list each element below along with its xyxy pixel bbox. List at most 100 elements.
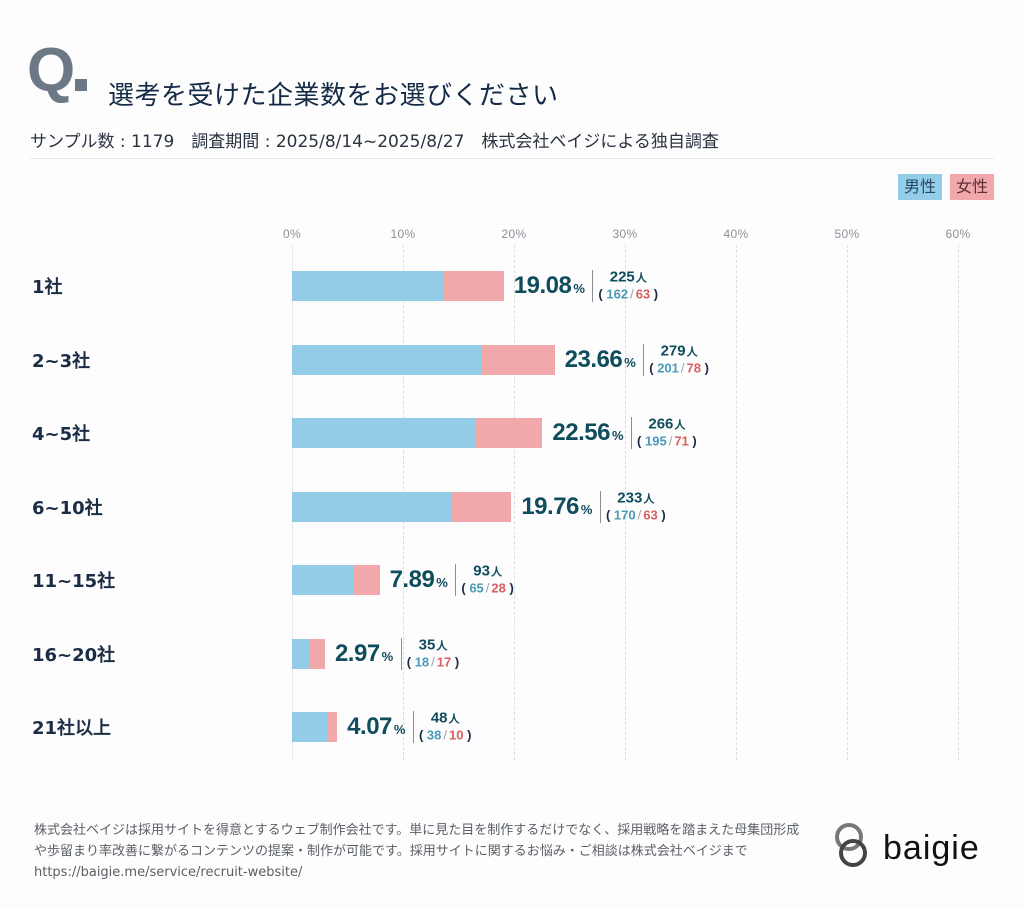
footer-description: 株式会社ベイジは採用サイトを得意とするウェブ制作会社です。単に見た目を制作するだ… [34, 820, 804, 883]
x-tick-label: 10% [390, 227, 416, 241]
value-separator [400, 637, 402, 670]
percent-unit: % [611, 428, 624, 443]
total-value: 233 [617, 489, 643, 506]
category-label: 16~20社 [32, 644, 116, 666]
people-unit: 人 [674, 419, 686, 432]
category-label: 4~5社 [32, 424, 91, 445]
percent-unit: % [573, 281, 585, 296]
people-unit: 人 [490, 566, 502, 579]
count-label: 35人( 18/17 ) [407, 637, 459, 670]
category-label: 2~3社 [32, 350, 91, 372]
total-count: 233人 [606, 490, 666, 507]
gridline [514, 245, 515, 760]
percent-unit: % [624, 354, 636, 370]
value-separator [643, 343, 645, 376]
bar-male [292, 271, 445, 301]
count-label: 266人( 195/71 ) [637, 415, 697, 450]
baigie-logo-text: baigie [883, 828, 980, 867]
people-unit: 人 [635, 272, 647, 285]
people-unit: 人 [643, 493, 655, 505]
count-label: 233人( 170/63 ) [606, 490, 666, 523]
total-count: 225人 [598, 268, 658, 287]
male-count: 162 [606, 286, 629, 302]
people-unit: 人 [436, 640, 448, 652]
gender-split: ( 65/28 ) [461, 580, 514, 596]
gender-split: ( 201/78 ) [649, 360, 709, 375]
total-count: 35人 [407, 637, 459, 654]
bar-female [353, 565, 380, 595]
bar-female [481, 344, 555, 375]
female-count: 63 [635, 286, 651, 302]
percent-unit: % [580, 501, 593, 517]
female-count: 71 [674, 433, 689, 449]
value-separator [592, 270, 594, 302]
count-label: 48人( 38/10 ) [418, 709, 472, 744]
total-value: 225 [609, 268, 635, 286]
female-count: 63 [643, 507, 658, 522]
value-separator [599, 490, 601, 523]
bar-male [292, 344, 482, 375]
female-count: 28 [491, 580, 506, 596]
header-divider [30, 158, 994, 159]
total-value: 35 [418, 636, 436, 653]
male-count: 195 [644, 433, 667, 449]
footer-url[interactable]: https://baigie.me/service/recruit-websit… [34, 865, 303, 880]
baigie-logo: baigie [835, 823, 980, 873]
count-label: 93人( 65/28 ) [461, 562, 514, 597]
percent-label: 2.97% [335, 640, 393, 668]
x-tick-label: 50% [834, 227, 860, 241]
bar-male [292, 491, 453, 522]
percent-value: 7.89 [389, 566, 435, 593]
gridline [625, 245, 626, 760]
bar-female [308, 638, 325, 669]
gender-split: ( 195/71 ) [637, 433, 697, 449]
percent-unit: % [393, 722, 406, 737]
x-tick-label: 40% [723, 227, 749, 241]
chart-legend: 男性 女性 [897, 174, 994, 200]
bar-male [292, 565, 354, 595]
bar-female [444, 271, 504, 301]
category-label: 1社 [32, 277, 63, 298]
male-count: 38 [426, 727, 442, 743]
bar-male [292, 712, 328, 742]
bar-male [292, 418, 476, 448]
total-value: 266 [648, 415, 674, 433]
total-value: 48 [430, 709, 448, 727]
percent-value: 19.08 [513, 272, 572, 299]
male-count: 201 [657, 360, 679, 375]
gender-split: ( 38/10 ) [418, 727, 472, 743]
percent-label: 22.56% [552, 419, 623, 447]
male-count: 170 [613, 507, 636, 522]
female-count: 78 [686, 360, 701, 375]
gender-split: ( 162/63 ) [598, 286, 659, 302]
category-label: 11~15社 [32, 571, 116, 592]
total-count: 93人 [461, 562, 513, 581]
gender-split: ( 170/63 ) [605, 507, 666, 522]
total-value: 93 [473, 562, 490, 580]
value-separator [412, 711, 414, 743]
percent-label: 19.76% [521, 493, 592, 521]
legend-female: 女性 [949, 174, 994, 200]
percent-label: 19.08% [514, 272, 585, 300]
gridline [847, 245, 848, 760]
percent-label: 4.07% [347, 713, 405, 741]
category-label: 6~10社 [32, 497, 103, 519]
legend-male: 男性 [897, 174, 942, 200]
gridline [736, 245, 737, 760]
percent-value: 4.07 [347, 713, 392, 740]
question-mark-logo: Q [27, 40, 88, 102]
count-label: 279人( 201/78 ) [649, 343, 709, 376]
footer-text: 株式会社ベイジは採用サイトを得意とするウェブ制作会社です。単に見た目を制作するだ… [34, 823, 800, 859]
percent-label: 7.89% [390, 566, 448, 594]
female-count: 17 [436, 654, 452, 669]
bar-female [475, 418, 543, 448]
gridline [958, 245, 959, 760]
category-label: 21社以上 [32, 718, 112, 739]
total-count: 266人 [637, 415, 697, 434]
bar-male [292, 638, 309, 669]
percent-value: 19.76 [521, 492, 579, 520]
male-count: 18 [414, 654, 430, 669]
x-tick-label: 30% [612, 227, 638, 241]
people-unit: 人 [686, 346, 698, 358]
